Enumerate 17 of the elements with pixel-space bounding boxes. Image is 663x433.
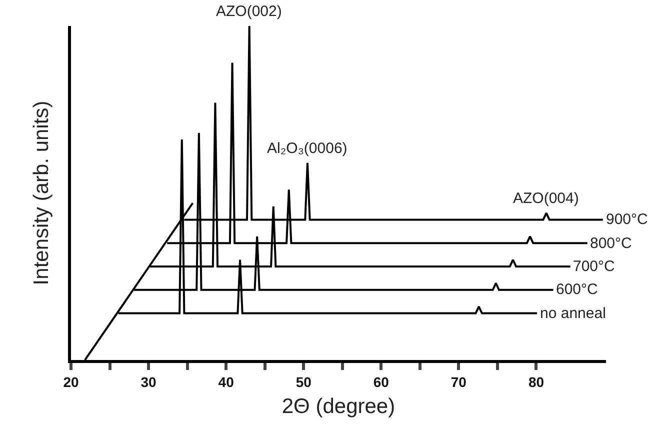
series-label: 600°C	[556, 281, 598, 298]
series-label: 700°C	[573, 258, 616, 275]
series-label: 900°C	[606, 211, 648, 228]
x-tick-label: 70	[450, 374, 467, 390]
annotation: AZO(002)	[216, 3, 282, 20]
x-tick-label: 20	[63, 374, 79, 390]
annotation: Al₂O₃(0006)	[267, 140, 348, 157]
x-tick-label: 60	[373, 374, 390, 390]
y-axis-title: Intensity (arb. units)	[30, 100, 54, 286]
x-tick-label: 50	[296, 374, 312, 390]
x-tick-label: 30	[140, 374, 157, 390]
annotation: AZO(004)	[513, 190, 579, 207]
series-label: 800°C	[590, 235, 632, 252]
series-label: no anneal	[540, 305, 606, 322]
x-tick-label: 40	[218, 374, 234, 390]
x-axis-title: 2Θ (degree)	[282, 395, 396, 418]
x-tick-label: 80	[528, 374, 544, 390]
